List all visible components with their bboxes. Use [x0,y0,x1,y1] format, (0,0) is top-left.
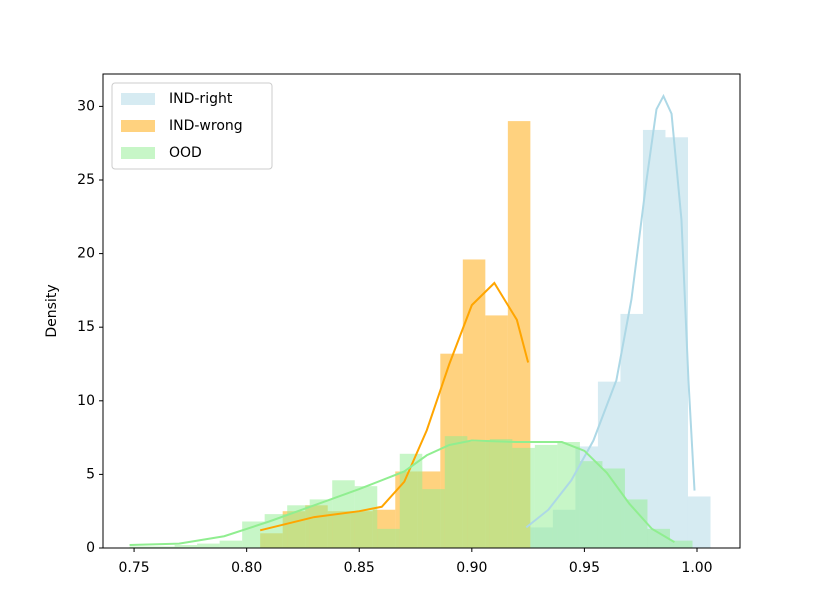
y-tick-label: 10 [77,393,95,409]
legend-label: IND-wrong [169,118,243,134]
kde-line [129,439,675,547]
histogram-bar [287,505,310,548]
y-tick-label: 0 [86,540,95,556]
histogram-bar [377,528,400,548]
plot-frame [102,73,741,549]
legend-swatch [121,120,155,132]
histogram-bar [489,439,513,548]
histogram-bar [152,546,175,548]
histogram-bar [219,540,243,548]
histogram-bar [665,137,688,548]
histogram-bar [647,528,670,548]
histogram-bar [669,540,693,548]
x-tick-label: 0.85 [344,560,375,576]
plot-area [129,93,711,548]
histogram-bar [444,436,468,548]
histogram-bar [309,499,333,548]
x-tick-label: 1.00 [681,560,712,576]
x-tick-label: 0.90 [456,560,487,576]
x-tick-label: 0.75 [118,560,149,576]
histogram-bar [624,499,648,548]
histogram-bar [197,543,220,548]
histogram-bar [467,442,490,548]
x-tick-label: 0.95 [569,560,600,576]
histogram-bar [129,546,153,548]
y-tick-label: 20 [77,246,95,262]
kde-line [259,281,530,532]
histogram-bar [602,468,625,548]
histogram-bar [557,442,580,548]
histogram-bar [579,461,603,548]
x-tick-label: 0.80 [231,560,262,576]
y-tick-label: 30 [77,98,95,114]
histogram-bar [354,486,378,548]
kde-line [525,93,696,529]
histogram-bar [242,521,265,548]
histogram-bar [512,447,535,548]
histogram-bar [687,496,711,548]
y-tick-label: 5 [86,466,95,482]
y-axis-label: Density [44,284,60,337]
y-tick-label: 15 [77,319,95,335]
histogram-bar [422,489,445,548]
y-tick-label: 25 [77,172,95,188]
histogram-bar [264,514,288,548]
histogram-bar [620,313,643,548]
legend-label: OOD [169,145,202,161]
legend-swatch [121,147,155,159]
histogram-bar [534,444,558,548]
histogram-bar [174,545,198,548]
legend-label: IND-right [169,91,233,107]
legend-swatch [121,93,155,105]
histogram-bar [642,129,666,548]
